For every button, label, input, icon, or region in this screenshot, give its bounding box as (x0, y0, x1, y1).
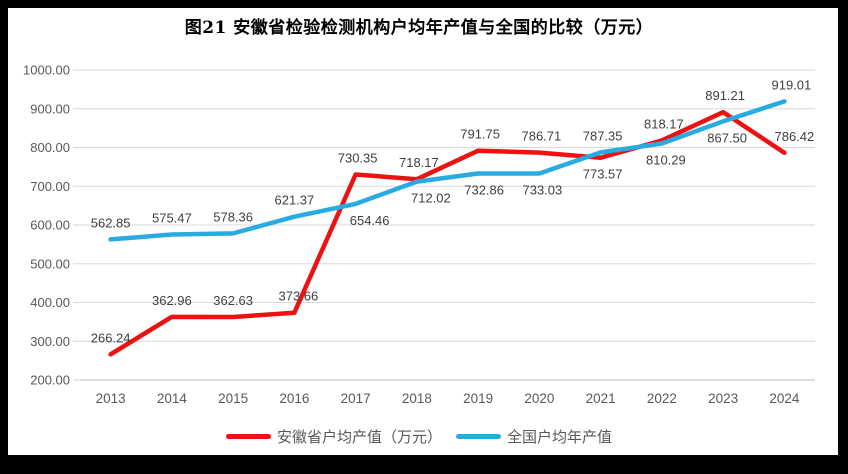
legend-item-national[interactable]: 全国户均年产值 (456, 426, 612, 447)
chart-canvas (8, 8, 838, 455)
legend-line-marker-anhui (225, 433, 271, 439)
series-line-national[interactable] (108, 99, 787, 242)
chart-legend: 安徽省户均产值（万元） 全国户均年产值 (0, 424, 838, 448)
series-line-anhui[interactable] (108, 109, 787, 357)
legend-label-anhui: 安徽省户均产值（万元） (276, 428, 442, 446)
legend-item-anhui[interactable]: 安徽省户均产值（万元） (225, 426, 442, 447)
legend-label-national: 全国户均年产值 (507, 428, 613, 446)
chart-title: 图21 安徽省检验检测机构户均年产值与全国的比较（万元） (184, 18, 654, 38)
legend-line-marker-national (456, 433, 501, 439)
